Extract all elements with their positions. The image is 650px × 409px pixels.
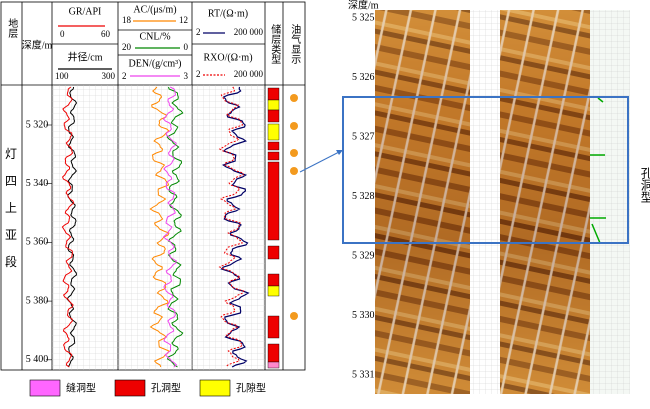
depth-label: 5 340 (26, 178, 49, 189)
depth-label: 5 320 (26, 119, 49, 130)
den-name: DEN/(g/cm³) (129, 58, 182, 69)
curve (149, 86, 170, 368)
log-panel: 地层 深度/m GR/API 0 60 井径/cm 100 300 AC/(μs… (0, 1, 306, 371)
rxo-name: RXO/(Ω·m) (203, 52, 252, 63)
formation-char: 段 (5, 254, 17, 269)
image-depth-label: 5 326 (352, 72, 375, 83)
legend-label: 孔隙型 (236, 381, 266, 394)
cal-max: 300 (102, 71, 116, 81)
image-depth-label: 5 325 (352, 12, 375, 23)
curve (162, 86, 178, 368)
legend-label: 孔洞型 (151, 381, 181, 394)
cnl-max: 0 (184, 42, 189, 52)
curve (61, 86, 75, 368)
gr-max: 60 (101, 29, 111, 39)
image-depth-label: 5 329 (352, 250, 375, 261)
gr-name: GR/API (69, 6, 102, 17)
formation-char: 亚 (5, 228, 17, 242)
rxo-min: 2 (196, 69, 201, 79)
reservoir-blocks (267, 87, 280, 369)
depth-header: 深度/m (22, 38, 53, 51)
log-curves (61, 86, 250, 368)
curve (66, 86, 78, 368)
ac-min: 18 (122, 15, 132, 25)
rxo-max: 200 000 (234, 69, 264, 79)
image-depth-title: 深度/m (348, 0, 379, 11)
den-max: 3 (184, 71, 189, 81)
strata-header: 地层 (6, 17, 18, 39)
cnl-name: CNL/% (139, 31, 170, 42)
cal-name: 井径/cm (68, 50, 103, 63)
formation-char: 四 (5, 174, 17, 188)
ac-max: 12 (179, 15, 188, 25)
formation-char: 上 (5, 201, 17, 215)
image-depth-labels: 5 325 5 326 5 327 5 328 5 329 5 330 5 331 (352, 12, 375, 380)
formation-char: 灯 (5, 147, 17, 161)
cal-min: 100 (55, 71, 69, 81)
gr-min: 0 (60, 29, 65, 39)
image-depth-label: 5 330 (352, 310, 375, 321)
image-depth-label: 5 331 (352, 369, 375, 380)
depth-label: 5 360 (26, 237, 49, 248)
oil-header: 油气显示 (289, 23, 301, 64)
reservoir-header: 储层类型 (269, 23, 281, 64)
rt-name: RT/(Ω·m) (208, 8, 248, 19)
ac-name: AC/(μs/m) (133, 4, 176, 15)
rt-min: 2 (196, 27, 201, 37)
curve (220, 86, 250, 368)
image-depth-label: 5 327 (352, 131, 375, 142)
cnl-min: 20 (122, 42, 132, 52)
rt-max: 200 000 (234, 27, 264, 37)
zone-label: 孔洞型 (639, 167, 650, 203)
depth-labels: 5 320 5 340 5 360 5 380 5 400 (26, 119, 52, 365)
depth-label: 5 380 (26, 295, 49, 306)
curve (166, 86, 184, 368)
legend: 缝洞型 孔洞型 孔隙型 (29, 379, 266, 397)
den-min: 2 (122, 71, 127, 81)
depth-label: 5 400 (26, 354, 49, 365)
oil-dots (290, 94, 298, 320)
legend-label: 缝洞型 (66, 381, 96, 394)
image-depth-label: 5 328 (352, 191, 375, 202)
